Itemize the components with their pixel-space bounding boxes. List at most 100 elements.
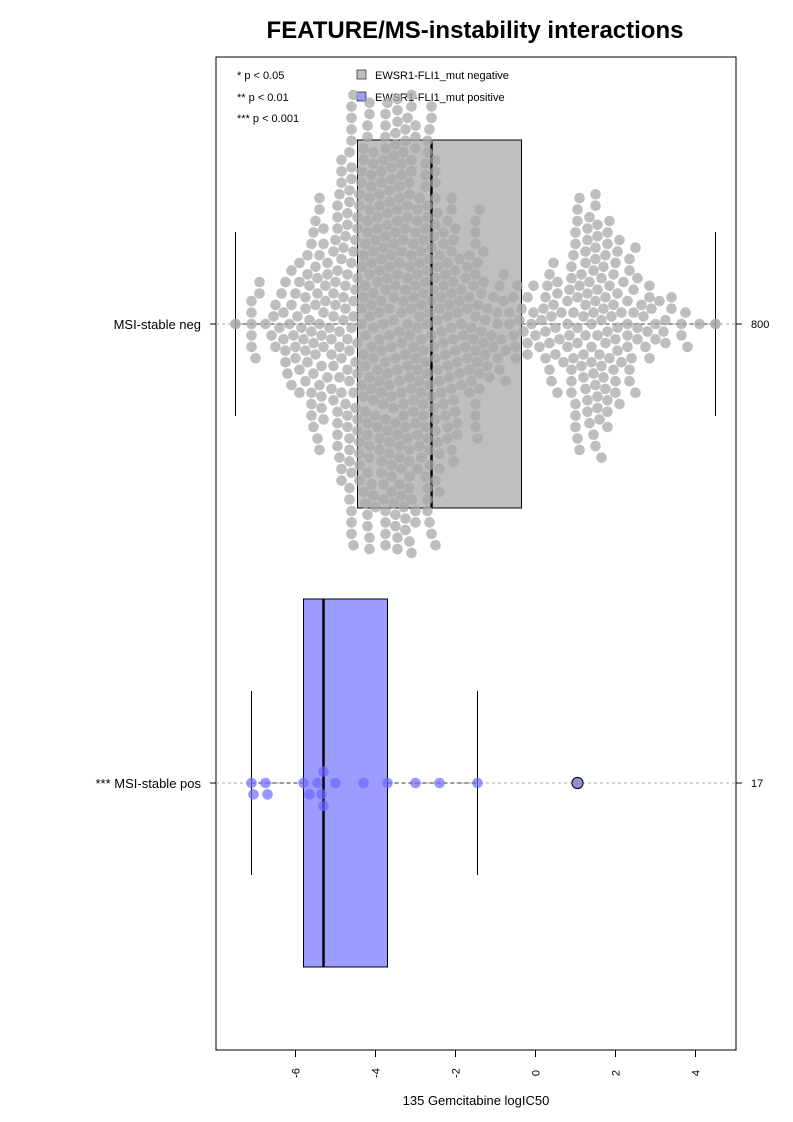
data-point-negative: [602, 326, 613, 337]
data-point-negative: [440, 410, 451, 421]
data-point-negative: [478, 276, 489, 288]
data-point-negative: [420, 276, 431, 288]
data-point-negative: [442, 311, 453, 322]
data-point-negative: [464, 250, 475, 261]
data-point-negative: [302, 250, 313, 261]
data-point-negative: [422, 147, 433, 158]
plot-frame: [215, 56, 737, 1051]
data-point-positive: [472, 777, 483, 789]
data-point-negative: [410, 353, 421, 364]
data-point-negative: [470, 410, 481, 421]
data-point-negative: [432, 437, 443, 448]
data-point-negative: [472, 356, 483, 368]
data-point-negative: [392, 116, 403, 128]
data-point-negative: [294, 364, 305, 376]
data-point-negative: [280, 356, 291, 368]
data-point-negative: [384, 448, 395, 460]
data-point-negative: [446, 192, 457, 204]
data-point-negative: [566, 387, 577, 399]
data-point-negative: [306, 387, 317, 399]
data-point-negative: [384, 261, 395, 273]
data-point-negative: [330, 276, 341, 288]
legend-label-negative: EWSR1-FLI1_mut negative: [375, 70, 509, 82]
data-point-negative: [430, 166, 441, 177]
data-point-negative: [638, 311, 649, 322]
x-tick-label: -2: [451, 1068, 463, 1078]
data-point-negative: [400, 421, 411, 433]
data-point-negative: [352, 425, 363, 437]
data-point-negative: [540, 353, 551, 364]
data-point-negative: [350, 402, 361, 414]
data-point-negative: [660, 314, 671, 326]
data-point-negative: [246, 318, 257, 330]
data-point-negative: [576, 269, 587, 280]
data-point-negative: [430, 475, 441, 486]
data-point-negative: [390, 280, 401, 292]
data-point-negative: [472, 257, 483, 269]
data-point-negative: [624, 375, 635, 387]
data-point-negative: [410, 280, 421, 292]
data-point-negative: [462, 303, 473, 315]
data-point-negative: [346, 517, 357, 528]
data-point-negative: [388, 150, 399, 162]
data-point-negative: [354, 189, 365, 200]
data-point-negative: [452, 429, 463, 441]
data-point-negative: [510, 341, 521, 353]
data-point-negative: [374, 189, 385, 200]
data-point-negative: [364, 311, 375, 322]
data-point-negative: [414, 257, 425, 269]
data-point-negative: [346, 124, 357, 135]
data-point-negative: [400, 513, 411, 524]
data-point-negative: [282, 368, 293, 379]
data-point-negative: [578, 311, 589, 322]
data-point-negative: [676, 318, 687, 330]
data-point-negative: [336, 177, 347, 189]
data-point-negative: [580, 299, 591, 311]
data-point-negative: [394, 479, 405, 490]
data-point-negative: [380, 108, 391, 120]
data-point-negative: [344, 456, 355, 467]
data-point-negative: [458, 330, 469, 341]
data-point-negative: [456, 284, 467, 296]
data-point-negative: [464, 292, 475, 303]
data-point-negative: [590, 189, 601, 200]
data-point-positive: [262, 789, 273, 800]
significance-legend: * p < 0.05 ** p < 0.01 *** p < 0.001: [237, 70, 299, 125]
data-point-negative: [410, 417, 421, 429]
data-point-negative: [488, 292, 499, 303]
data-point-negative: [400, 284, 411, 296]
data-point-negative: [394, 181, 405, 192]
data-point-negative: [552, 288, 563, 299]
data-point-negative: [344, 375, 355, 387]
data-point-negative: [328, 311, 339, 322]
data-point-negative: [476, 288, 487, 299]
data-point-negative: [280, 345, 291, 357]
data-point-negative: [374, 200, 385, 211]
data-point-negative: [598, 261, 609, 273]
data-point-negative: [344, 482, 355, 494]
data-point-negative: [358, 154, 369, 166]
data-point-negative: [604, 280, 615, 292]
data-point-negative: [544, 269, 555, 280]
count-label-neg: 800: [751, 319, 769, 331]
data-point-negative: [432, 314, 443, 326]
data-point-negative: [680, 307, 691, 318]
data-point-negative: [344, 494, 355, 505]
data-point-negative: [310, 261, 321, 273]
data-point-negative: [322, 269, 333, 280]
data-point-negative: [368, 490, 379, 502]
data-point-negative: [676, 330, 687, 341]
data-point-negative: [420, 169, 431, 181]
data-point-negative: [416, 299, 427, 311]
data-point-negative: [340, 303, 351, 315]
data-point-negative: [328, 288, 339, 299]
data-point-negative: [372, 276, 383, 288]
data-point-negative: [368, 158, 379, 169]
data-point-negative: [350, 356, 361, 368]
data-point-negative: [358, 486, 369, 498]
data-point-negative: [370, 410, 381, 421]
data-point-negative: [592, 230, 603, 242]
highlighted-data-point: [571, 776, 584, 790]
data-point-negative: [380, 131, 391, 143]
data-point-negative: [416, 334, 427, 345]
